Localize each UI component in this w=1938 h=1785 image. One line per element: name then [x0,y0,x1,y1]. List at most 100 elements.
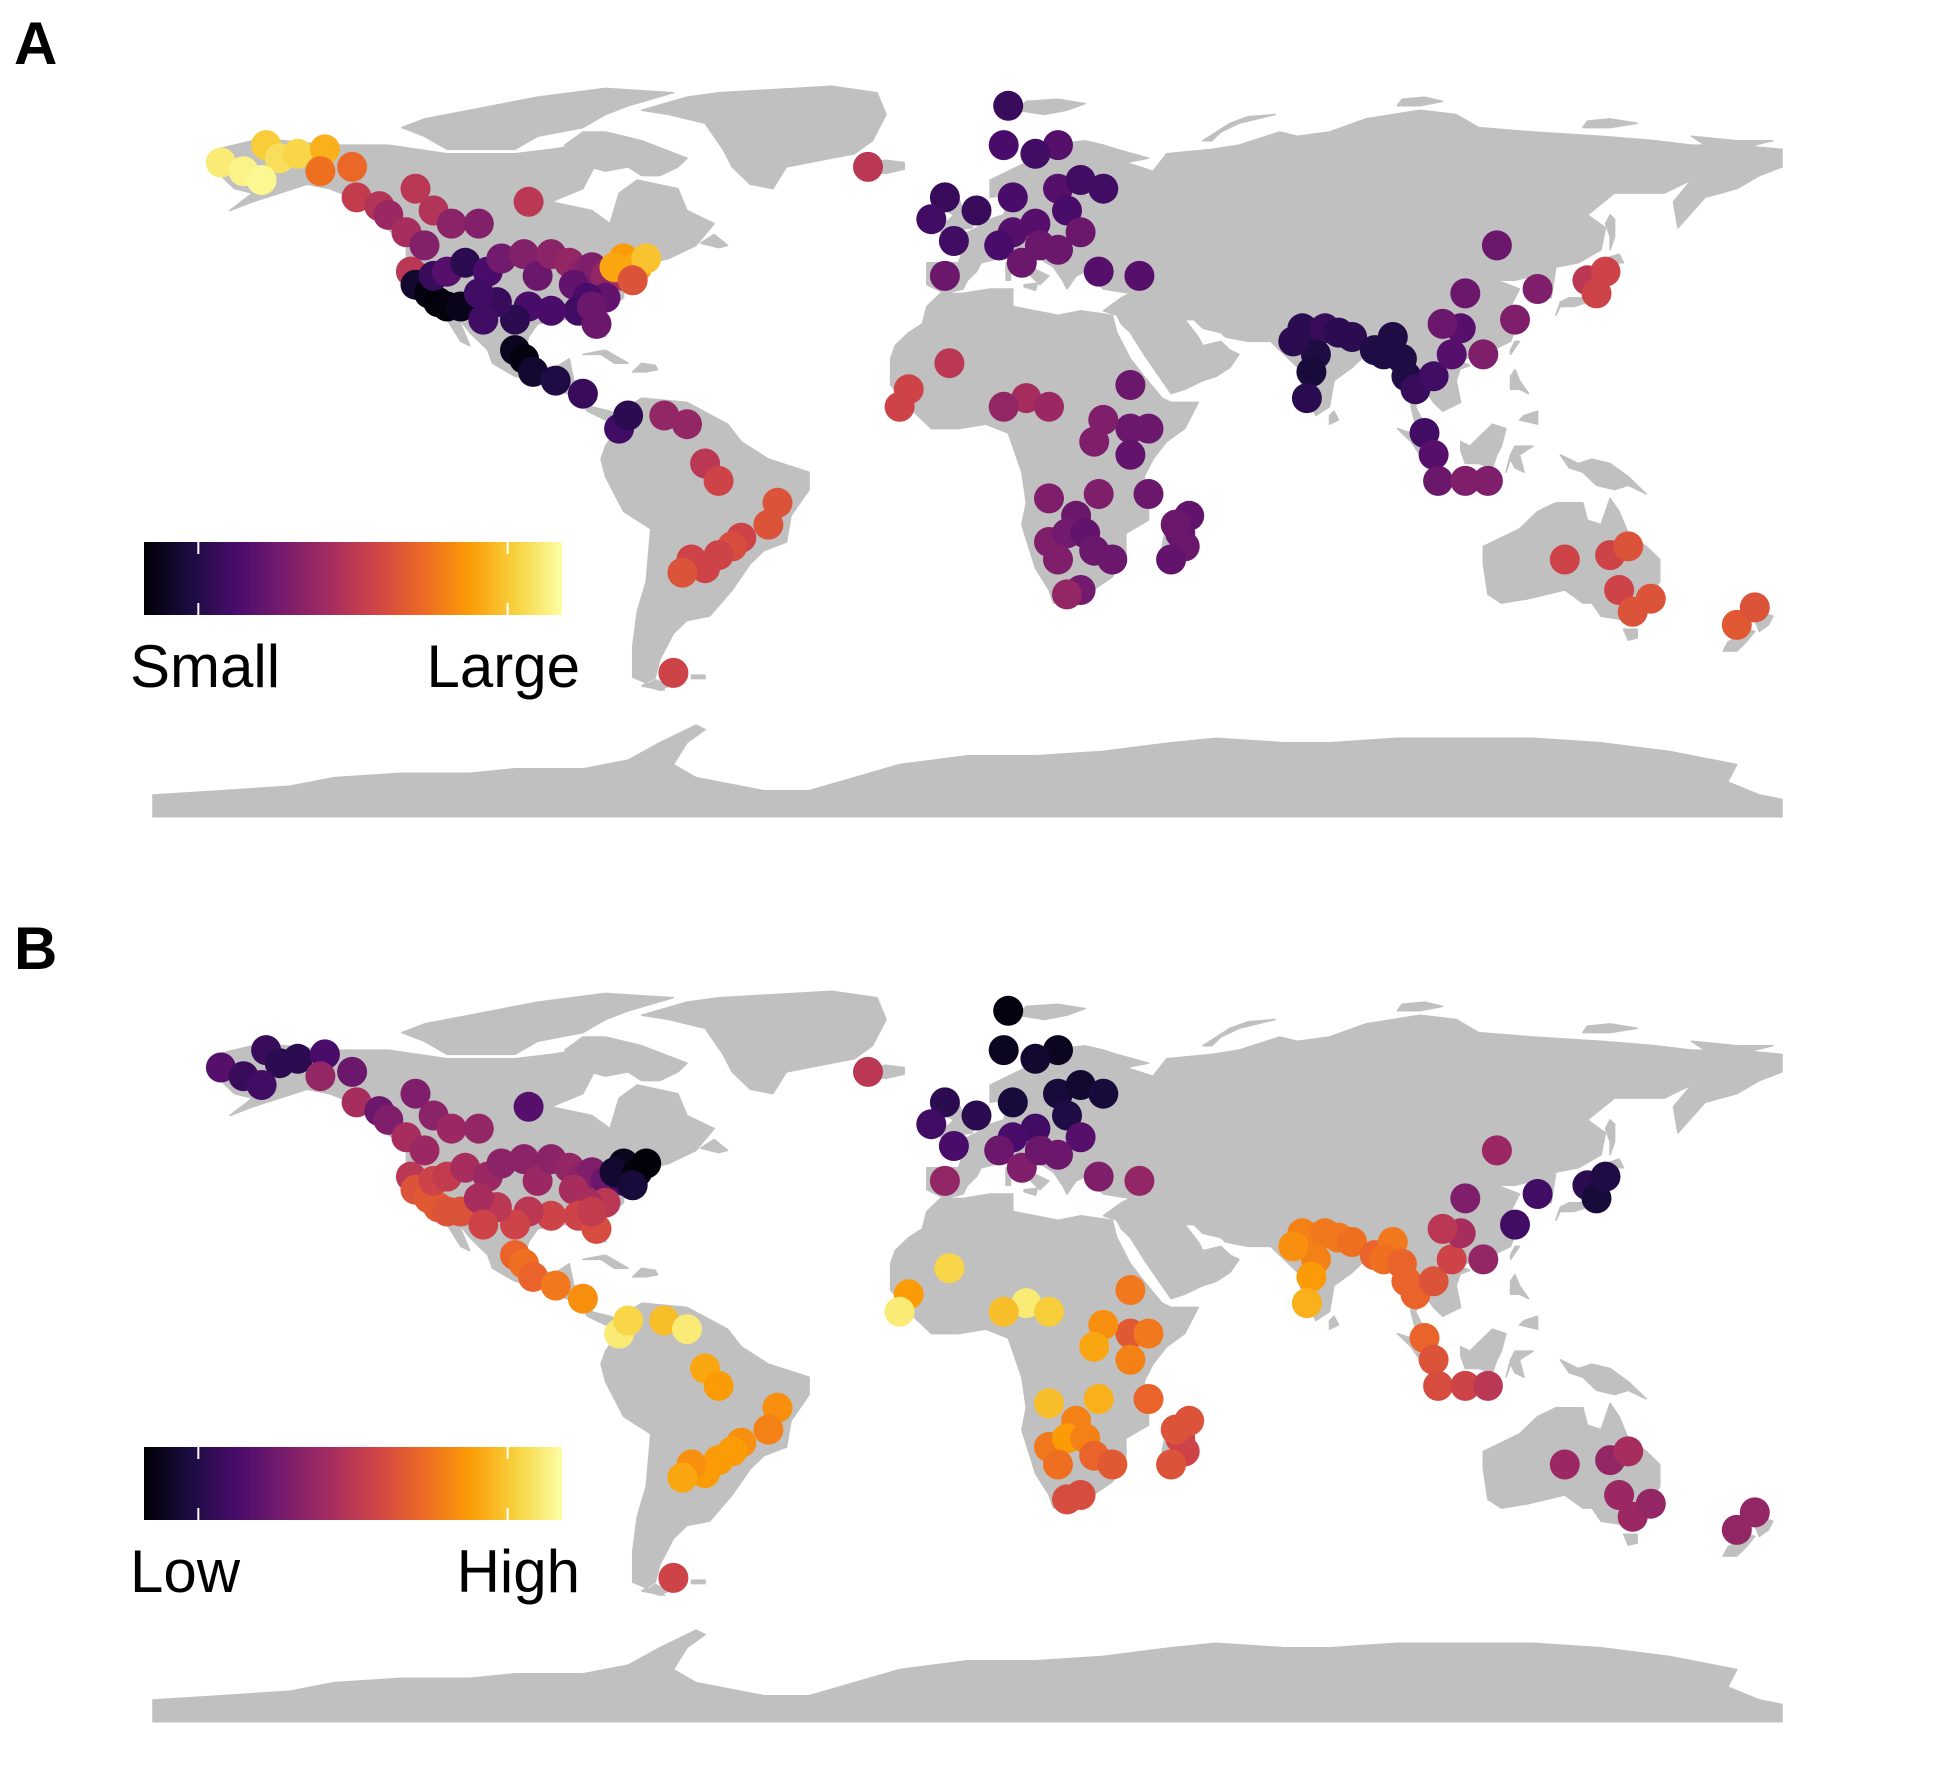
site-point [509,1144,539,1175]
site-point [246,1070,277,1100]
site-point [1278,1231,1309,1262]
site-point [1296,356,1327,387]
site-point [1083,1161,1114,1192]
land-layer [152,990,1783,1723]
site-point [1020,138,1051,169]
site-point [1291,1288,1322,1319]
site-point [1472,465,1503,496]
site-point [450,1152,481,1183]
site-point [1115,370,1146,400]
landmass-baffin-island [564,131,688,177]
site-point [1423,1370,1454,1401]
site-point [486,1148,517,1179]
site-point [1034,1296,1064,1327]
site-point [1043,544,1073,575]
site-point [1079,1331,1110,1362]
site-point [486,243,517,274]
landmass-eurasia [926,1014,1783,1348]
site-point [341,1087,372,1118]
site-point [667,557,698,588]
site-point [1604,575,1635,605]
landmass-hispaniola [631,1267,659,1278]
panel-letter: B [14,915,58,982]
site-point [400,173,431,204]
site-point [463,1113,494,1144]
site-point [667,1462,698,1493]
site-point [1472,1370,1503,1401]
site-point [703,1370,734,1401]
site-point [1427,1213,1458,1244]
site-point [513,1091,544,1122]
site-point [884,1296,915,1327]
site-point [1052,1484,1082,1515]
site-point [1500,304,1530,335]
site-point [1133,1384,1164,1414]
site-point [536,1200,567,1231]
landmass-sakhalin [1604,214,1616,251]
site-point [631,243,662,274]
site-point [1436,339,1467,370]
site-point [997,182,1028,213]
landmass-tasmania [1622,628,1638,641]
site-point [631,1148,662,1179]
landmass-greenland [640,990,887,1095]
site-point [993,995,1024,1026]
landmass-falklands [690,674,706,680]
panel-b: B Low High [0,905,1938,1785]
legend-low-label: Small [130,633,280,700]
landmass-novaya-zemlya [1202,1018,1276,1047]
site-point [540,1270,571,1301]
site-point [1468,339,1499,370]
site-point [1083,256,1114,287]
site-point [753,1414,784,1445]
landmass-south-america [600,397,810,692]
legend-high-label: Large [427,633,580,700]
site-point [1522,274,1553,304]
site-point [938,226,969,256]
landmass-antarctica [152,724,1783,818]
site-point [305,1061,336,1092]
site-point [658,1562,689,1593]
landmass-arctic-archipelago [401,992,675,1056]
site-point [916,1109,947,1140]
site-point [672,409,702,440]
site-point [984,1135,1015,1166]
site-point [1481,230,1512,261]
landmass-africa [889,1193,1200,1509]
site-point [853,151,883,182]
landmass-sulawesi [1505,445,1534,473]
site-point [1450,278,1481,309]
site-point [1278,326,1309,357]
site-point [1296,1261,1327,1292]
landmass-borneo [1459,1328,1507,1374]
site-point [205,1052,236,1083]
site-point [1024,230,1055,261]
site-point [1079,426,1110,457]
landmass-antarctica [152,1629,1783,1723]
site-point [1052,195,1082,226]
site-point [522,260,553,291]
site-point [617,265,648,296]
site-point [1450,1370,1481,1401]
site-point [613,1305,644,1336]
world-map-b: Low High [130,990,1783,1723]
site-point [1052,1100,1082,1131]
site-point [337,1056,368,1087]
colorbar-legend: Small Large [130,542,580,700]
site-point [934,348,965,379]
site-point [1613,1436,1644,1467]
site-point [938,1131,969,1161]
world-map-a: Small Large [130,85,1783,818]
site-point [1613,531,1644,562]
site-point [1635,583,1666,614]
landmass-taiwan [1509,1245,1521,1261]
landmass-taiwan [1509,340,1521,356]
landmass-hispaniola [631,362,659,373]
landmass-sicily [1023,282,1039,292]
site-point [1020,1043,1051,1074]
landmass-greenland [640,85,887,190]
site-point [450,247,481,278]
site-point [282,138,313,169]
colorbar [144,1447,562,1520]
landmass-svalbard [1016,98,1086,116]
